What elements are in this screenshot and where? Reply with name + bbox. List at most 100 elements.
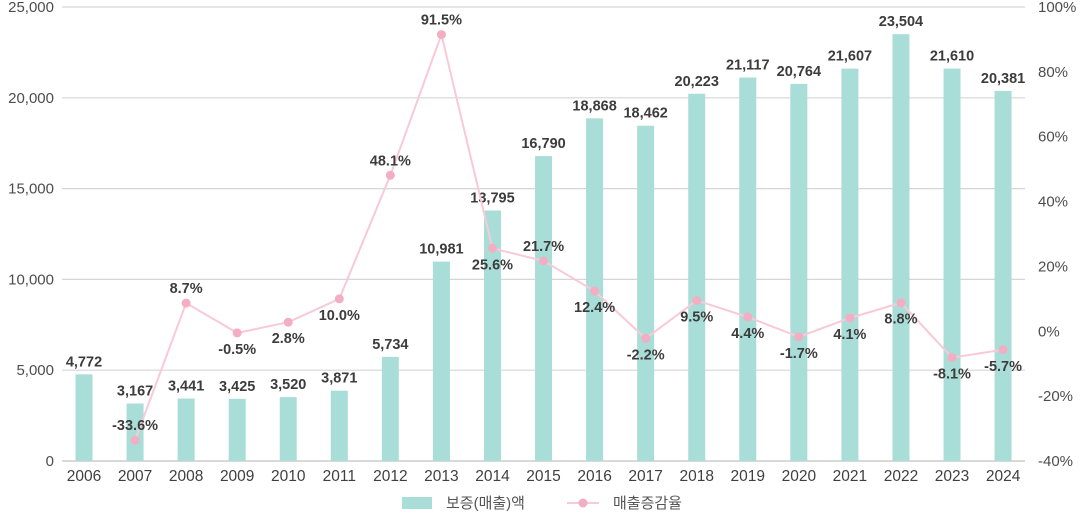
chart-canvas: 0 5,000 10,000 15,000 20,000 25,000 -40% -20% 0%… <box>8 0 1076 485</box>
right-axis-tick-label: -40% <box>1038 453 1073 470</box>
bar <box>841 68 859 461</box>
bar <box>994 90 1012 461</box>
x-axis-tick-label: 2016 <box>577 468 611 485</box>
line-point <box>130 435 140 445</box>
axis-labels: 0 5,000 10,000 15,000 20,000 25,000 -40% -20% 0%… <box>8 0 1076 485</box>
bar <box>892 34 910 461</box>
bar-value-label: 10,981 <box>419 242 463 258</box>
bar-value-label: 20,223 <box>675 74 719 90</box>
bar-value-label: 18,462 <box>623 106 667 122</box>
left-axis-tick-label: 20,000 <box>8 90 54 107</box>
line-point <box>998 345 1008 355</box>
line-point <box>845 313 855 323</box>
x-axis-tick-label: 2023 <box>935 468 969 485</box>
left-axis-tick-label: 0 <box>46 453 54 470</box>
x-axis-tick-label: 2011 <box>323 468 356 485</box>
bar <box>75 374 93 461</box>
line-point <box>896 298 906 308</box>
x-axis-tick-label: 2013 <box>424 468 458 485</box>
line-value-label: 8.8% <box>884 312 917 328</box>
right-axis-tick-label: 80% <box>1038 64 1068 81</box>
line-point <box>743 312 753 322</box>
bar-value-label: 3,871 <box>321 371 357 387</box>
line-point <box>487 243 497 253</box>
line-value-label: 2.8% <box>272 331 305 347</box>
bar <box>739 77 757 461</box>
bar-series: 4,772 3,167 3,441 3,425 3,520 3,871 5,734 10,98… <box>66 14 1025 462</box>
line-point <box>539 256 549 266</box>
x-axis-tick-label: 2022 <box>884 468 918 485</box>
legend-label-bar-series: 보증(매출)액 <box>445 495 525 512</box>
line-point <box>641 333 651 343</box>
bar <box>279 397 297 461</box>
bar-value-label: 3,520 <box>270 377 306 393</box>
right-axis-tick-label: -20% <box>1038 388 1073 405</box>
bar <box>381 356 399 461</box>
x-axis-tick-label: 2018 <box>679 468 713 485</box>
bar <box>330 390 348 461</box>
x-axis-tick-label: 2017 <box>628 468 662 485</box>
bar-value-label: 3,167 <box>117 383 153 399</box>
legend-item-bar-series: 보증(매출)액 <box>401 492 525 513</box>
x-axis-tick-label: 2024 <box>986 468 1021 485</box>
left-axis-tick-label: 10,000 <box>8 271 54 288</box>
line-point <box>385 170 395 180</box>
line-point <box>232 328 242 338</box>
bar-value-label: 20,764 <box>777 64 821 80</box>
bar-value-label: 21,117 <box>726 58 770 74</box>
left-axis-tick-label: 5,000 <box>16 362 54 379</box>
x-axis-tick-label: 2021 <box>833 468 867 485</box>
x-axis-tick-label: 2019 <box>731 468 765 485</box>
line-point <box>334 294 344 304</box>
x-axis-tick-label: 2014 <box>475 468 510 485</box>
line-value-label: 4.1% <box>833 327 866 343</box>
bar-value-label: 18,868 <box>572 98 616 114</box>
legend-label-line-series: 매출증감율 <box>612 495 682 512</box>
bar-value-label: 4,772 <box>66 354 102 370</box>
right-axis-tick-label: 0% <box>1038 323 1060 340</box>
line-value-label: 4.4% <box>731 326 764 342</box>
line-value-label: -0.5% <box>218 342 256 358</box>
bar <box>228 398 246 461</box>
line-series: -33.6% 8.7% -0.5% 2.8% 10.0% 48.1% 91.5% 25.6% 2… <box>112 13 1022 445</box>
line-value-label: -33.6% <box>112 418 158 434</box>
bar <box>126 403 144 461</box>
bar-value-label: 5,734 <box>372 337 408 353</box>
line-point <box>692 295 702 305</box>
line-value-label: 91.5% <box>421 13 462 29</box>
bar <box>688 93 706 462</box>
line-value-label: 8.7% <box>170 281 203 297</box>
line-value-label: 25.6% <box>472 257 513 273</box>
right-axis-tick-label: 100% <box>1038 0 1076 16</box>
bar-value-label: 21,607 <box>828 49 872 65</box>
bar-value-label: 3,425 <box>219 379 255 395</box>
line-point <box>181 298 191 308</box>
line-value-label: 12.4% <box>574 300 615 316</box>
line-point <box>283 317 293 327</box>
line-value-label: -5.7% <box>984 359 1022 375</box>
legend-item-line-series: 매출증감율 <box>566 492 682 513</box>
bar-value-label: 16,790 <box>521 136 565 152</box>
bar <box>943 68 961 461</box>
line-value-label: 9.5% <box>680 309 713 325</box>
bar-value-label: 20,381 <box>981 71 1025 87</box>
x-axis-tick-label: 2010 <box>271 468 306 485</box>
bar-value-label: 13,795 <box>470 190 514 206</box>
line-value-label: -2.2% <box>627 347 665 363</box>
line-value-label: -8.1% <box>933 367 971 383</box>
bar-value-label: 3,441 <box>168 379 204 395</box>
bar <box>483 210 501 461</box>
legend: 보증(매출)액 매출증감율 <box>0 492 1084 513</box>
x-axis-tick-label: 2015 <box>526 468 560 485</box>
line-value-label: -1.7% <box>780 346 818 362</box>
bar <box>432 261 450 461</box>
line-value-label: 10.0% <box>319 308 360 324</box>
line-series-marker-icon <box>578 498 588 507</box>
x-axis-tick-label: 2020 <box>782 468 817 485</box>
right-axis-tick-label: 20% <box>1038 258 1068 275</box>
x-axis-tick-label: 2006 <box>67 468 101 485</box>
line-path <box>134 31 1004 441</box>
bar <box>637 125 655 462</box>
left-axis-tick-label: 25,000 <box>8 0 54 16</box>
bar <box>177 398 195 461</box>
